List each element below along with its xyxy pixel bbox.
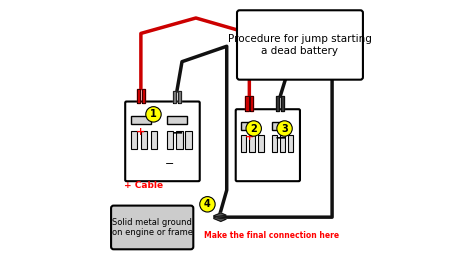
Text: 4: 4	[204, 199, 211, 209]
Polygon shape	[142, 89, 145, 103]
Text: 1: 1	[150, 109, 157, 119]
Bar	[185, 131, 192, 149]
FancyBboxPatch shape	[236, 109, 300, 181]
Text: −: −	[165, 160, 174, 169]
Polygon shape	[173, 91, 176, 103]
Polygon shape	[214, 217, 226, 221]
Polygon shape	[137, 89, 140, 103]
Text: +: +	[136, 127, 146, 137]
Polygon shape	[276, 96, 279, 111]
FancyBboxPatch shape	[111, 206, 193, 249]
Polygon shape	[245, 96, 248, 111]
Circle shape	[277, 121, 292, 136]
Text: 2: 2	[250, 124, 257, 133]
Bar	[131, 131, 137, 149]
Bar	[167, 131, 173, 149]
Bar	[272, 135, 277, 152]
Bar	[280, 135, 285, 152]
Bar	[151, 131, 157, 149]
Text: + Cable: + Cable	[124, 180, 163, 190]
Bar	[258, 135, 264, 152]
Text: Procedure for jump starting
a dead battery: Procedure for jump starting a dead batte…	[228, 34, 372, 56]
Circle shape	[200, 197, 215, 212]
Polygon shape	[214, 213, 226, 217]
FancyBboxPatch shape	[125, 102, 200, 181]
FancyBboxPatch shape	[237, 10, 363, 80]
Bar	[241, 122, 258, 130]
Polygon shape	[250, 96, 254, 111]
Text: −: −	[274, 130, 286, 144]
Text: 3: 3	[281, 124, 288, 133]
Polygon shape	[178, 91, 181, 103]
Bar	[241, 135, 246, 152]
Polygon shape	[281, 96, 284, 111]
Bar	[141, 131, 147, 149]
Bar	[176, 131, 182, 149]
Text: Make the final connection here: Make the final connection here	[204, 231, 339, 240]
Bar	[288, 135, 293, 152]
Bar	[272, 122, 289, 130]
Bar	[131, 116, 151, 124]
Text: Solid metal ground
on engine or frame: Solid metal ground on engine or frame	[112, 218, 193, 237]
Circle shape	[246, 121, 262, 136]
Text: +: +	[245, 132, 254, 142]
Text: −: −	[171, 125, 182, 139]
Circle shape	[146, 107, 161, 122]
Bar	[167, 116, 187, 124]
Bar	[249, 135, 255, 152]
